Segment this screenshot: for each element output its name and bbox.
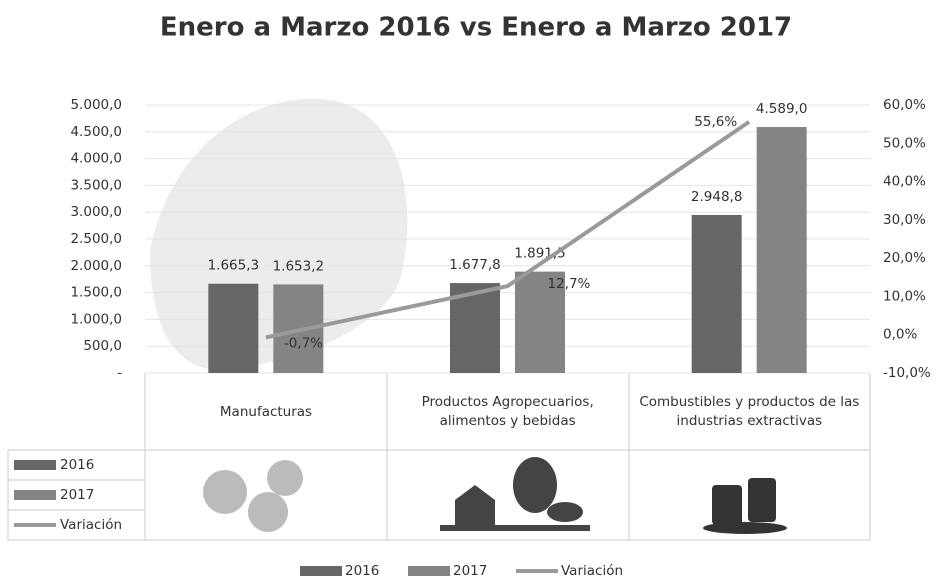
table-legend-label: Variación — [60, 517, 122, 533]
y-tick-label: 4.000,0 — [70, 151, 122, 167]
bar — [756, 127, 807, 373]
y2-tick-label: -10,0% — [883, 365, 931, 381]
data-label: 4.589,0 — [756, 101, 808, 117]
chart-title: Enero a Marzo 2016 vs Enero a Marzo 2017 — [160, 13, 792, 43]
bar — [515, 271, 565, 373]
y2-tick-label: 0,0% — [883, 327, 917, 343]
y2-tick-label: 60,0% — [883, 97, 926, 113]
data-table — [7, 373, 871, 541]
y-tick-label: 2.000,0 — [70, 258, 122, 274]
y-tick-label: - — [117, 365, 122, 381]
data-label: 1.677,8 — [449, 257, 501, 273]
x-tick-label: Manufacturas — [219, 403, 313, 420]
y2-tick-label: 10,0% — [883, 288, 926, 304]
legend-key — [14, 460, 56, 470]
y-tick-label: 3.000,0 — [70, 204, 122, 220]
icon-barrels — [703, 478, 787, 534]
y-tick-label: 500,0 — [83, 338, 122, 354]
bar — [691, 214, 742, 373]
legend-key — [408, 566, 450, 576]
table-legend-label: 2017 — [60, 487, 94, 503]
x-tick-label: Combustibles y productos de las industri… — [639, 394, 860, 429]
data-label: 2.948,8 — [691, 189, 743, 205]
y-tick-label: 4.500,0 — [70, 124, 122, 140]
table-legend-label: 2016 — [60, 457, 94, 473]
icon-gears — [203, 460, 303, 532]
data-label: 1.653,2 — [273, 258, 325, 274]
line-series — [265, 120, 751, 340]
y-tick-label: 3.500,0 — [70, 177, 122, 193]
y2-tick-label: 20,0% — [883, 250, 926, 266]
legend-key — [300, 566, 342, 576]
y2-tick-label: 30,0% — [883, 212, 926, 228]
data-label: 12,7% — [548, 276, 591, 292]
data-label: 55,6% — [694, 114, 737, 130]
legend-label: Variación — [561, 563, 623, 578]
bar — [208, 283, 259, 373]
y2-tick-label: 50,0% — [883, 135, 926, 151]
y-tick-label: 5.000,0 — [70, 97, 122, 113]
y-tick-label: 1.500,0 — [70, 285, 122, 301]
legend-label: 2016 — [345, 563, 379, 578]
data-label: 1.665,3 — [208, 258, 260, 274]
x-tick-label: Productos Agropecuarios, alimentos y beb… — [421, 394, 594, 429]
data-label: -0,7% — [284, 335, 323, 351]
y-tick-label: 2.500,0 — [70, 231, 122, 247]
legend-key — [14, 490, 56, 500]
y-tick-label: 1.000,0 — [70, 311, 122, 327]
y2-tick-label: 40,0% — [883, 174, 926, 190]
legend-label: 2017 — [453, 563, 487, 578]
icon-farm — [440, 457, 590, 531]
